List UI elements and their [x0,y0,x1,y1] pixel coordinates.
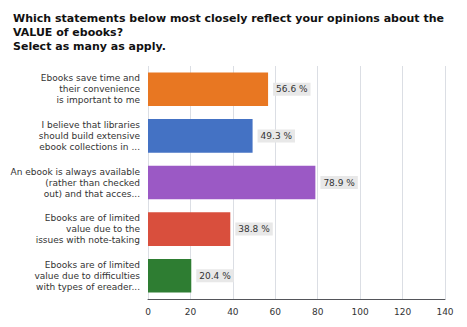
svg-text:78.9 %: 78.9 % [323,178,355,188]
svg-text:100: 100 [352,307,369,317]
svg-text:Select as many as apply.: Select as many as apply. [13,40,166,53]
svg-text:value due to the: value due to the [66,224,140,234]
svg-text:Ebooks save time and: Ebooks save time and [41,73,140,83]
svg-text:Which statements below most cl: Which statements below most closely refl… [13,12,448,25]
svg-text:Ebooks are of limited: Ebooks are of limited [45,213,140,223]
svg-text:An ebook is always available: An ebook is always available [11,167,141,177]
svg-text:38.8 %: 38.8 % [238,224,270,234]
svg-text:VALUE of ebooks?: VALUE of ebooks? [13,26,123,39]
svg-text:(rather than checked: (rather than checked [45,178,140,188]
svg-text:should build extensive: should build extensive [39,131,141,141]
svg-text:0: 0 [145,307,151,317]
svg-text:out) and that acces...: out) and that acces... [44,189,140,199]
svg-text:60: 60 [270,307,282,317]
svg-text:is important to me: is important to me [56,95,140,105]
svg-text:56.6 %: 56.6 % [276,84,308,94]
svg-text:their convenience: their convenience [59,84,140,94]
svg-text:value due to difficulties: value due to difficulties [35,271,141,281]
svg-text:with types of ereader...: with types of ereader... [36,282,140,292]
svg-text:80: 80 [312,307,324,317]
svg-text:40: 40 [227,307,239,317]
svg-text:I believe that libraries: I believe that libraries [41,120,140,130]
svg-text:ebook collections in ...: ebook collections in ... [39,142,140,152]
svg-text:issues with note-taking: issues with note-taking [36,235,140,245]
svg-text:120: 120 [394,307,411,317]
svg-text:20: 20 [185,307,197,317]
svg-text:49.3 %: 49.3 % [261,131,293,141]
svg-text:20.4 %: 20.4 % [199,271,231,281]
svg-text:Ebooks are of limited: Ebooks are of limited [45,260,140,270]
svg-text:140: 140 [436,307,453,317]
